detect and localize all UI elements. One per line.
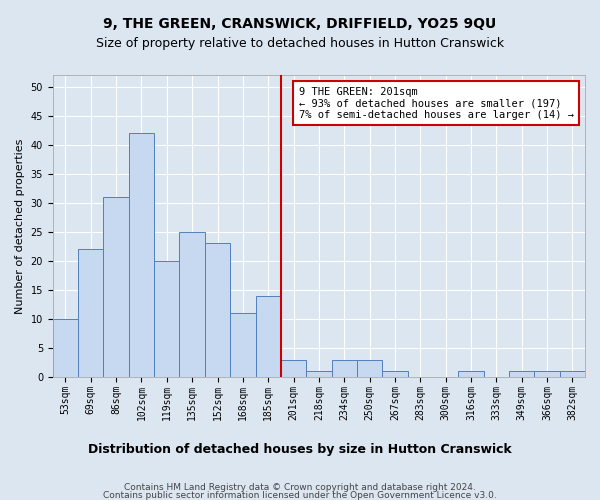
- Bar: [382, 372, 407, 377]
- Bar: [281, 360, 306, 377]
- Bar: [357, 360, 382, 377]
- Bar: [230, 313, 256, 377]
- Bar: [179, 232, 205, 377]
- Bar: [560, 372, 585, 377]
- Text: Distribution of detached houses by size in Hutton Cranswick: Distribution of detached houses by size …: [88, 442, 512, 456]
- Text: Size of property relative to detached houses in Hutton Cranswick: Size of property relative to detached ho…: [96, 38, 504, 51]
- Bar: [509, 372, 535, 377]
- Bar: [458, 372, 484, 377]
- Bar: [154, 261, 179, 377]
- Bar: [103, 197, 129, 377]
- Bar: [53, 319, 78, 377]
- Text: Contains HM Land Registry data © Crown copyright and database right 2024.: Contains HM Land Registry data © Crown c…: [124, 482, 476, 492]
- Text: Contains public sector information licensed under the Open Government Licence v3: Contains public sector information licen…: [103, 491, 497, 500]
- Bar: [78, 250, 103, 377]
- Y-axis label: Number of detached properties: Number of detached properties: [15, 138, 25, 314]
- Bar: [306, 372, 332, 377]
- Bar: [256, 296, 281, 377]
- Bar: [535, 372, 560, 377]
- Text: 9, THE GREEN, CRANSWICK, DRIFFIELD, YO25 9QU: 9, THE GREEN, CRANSWICK, DRIFFIELD, YO25…: [103, 18, 497, 32]
- Bar: [205, 244, 230, 377]
- Bar: [332, 360, 357, 377]
- Bar: [129, 133, 154, 377]
- Text: 9 THE GREEN: 201sqm
← 93% of detached houses are smaller (197)
7% of semi-detach: 9 THE GREEN: 201sqm ← 93% of detached ho…: [299, 86, 574, 120]
